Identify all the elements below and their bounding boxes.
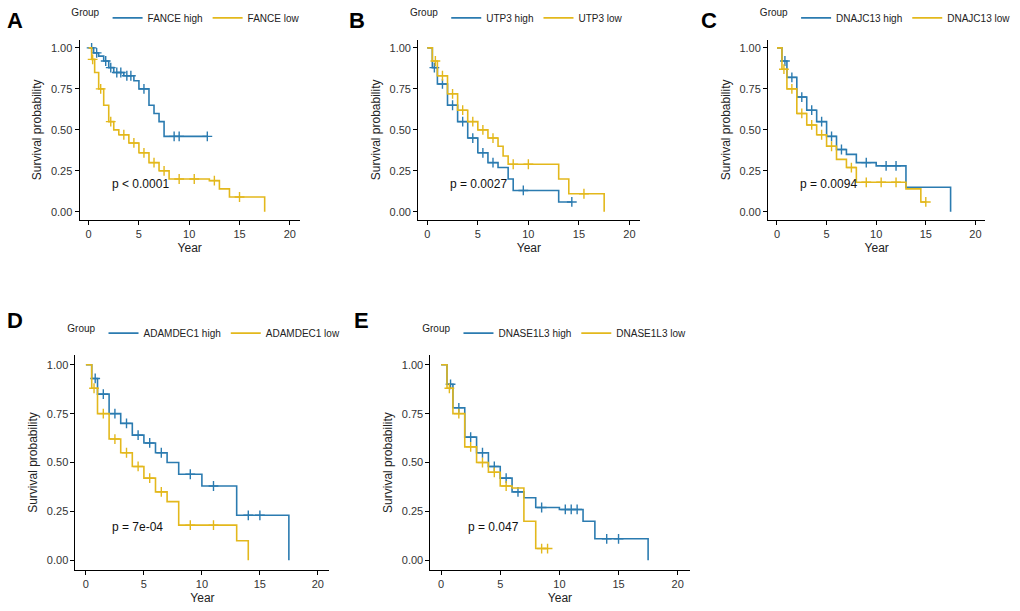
svg-text:0.75: 0.75 [390, 83, 411, 95]
svg-text:Survival probability: Survival probability [30, 79, 44, 180]
svg-text:Group: Group [67, 323, 95, 334]
svg-text:15: 15 [254, 578, 266, 590]
svg-text:1.00: 1.00 [739, 42, 760, 54]
svg-text:0.50: 0.50 [402, 456, 423, 468]
svg-text:0: 0 [424, 228, 430, 240]
svg-text:15: 15 [920, 228, 932, 240]
svg-text:5: 5 [141, 578, 147, 590]
svg-text:1.00: 1.00 [402, 359, 423, 371]
svg-text:A: A [7, 8, 23, 33]
svg-text:5: 5 [475, 228, 481, 240]
svg-text:Group: Group [422, 323, 450, 334]
svg-text:Group: Group [760, 7, 788, 18]
svg-text:FANCE low: FANCE low [248, 13, 300, 24]
svg-text:0.25: 0.25 [47, 505, 68, 517]
svg-text:10: 10 [870, 228, 882, 240]
svg-text:0.00: 0.00 [402, 554, 423, 566]
svg-text:0.00: 0.00 [739, 206, 760, 218]
svg-text:0.00: 0.00 [51, 206, 72, 218]
svg-text:0.75: 0.75 [739, 83, 760, 95]
svg-text:DNAJC13 low: DNAJC13 low [947, 13, 1010, 24]
svg-text:B: B [349, 8, 365, 33]
svg-text:0.25: 0.25 [51, 165, 72, 177]
svg-text:1.00: 1.00 [47, 359, 68, 371]
svg-text:Year: Year [865, 241, 889, 255]
svg-text:Survival probability: Survival probability [719, 79, 733, 180]
svg-text:5: 5 [136, 228, 142, 240]
svg-text:DNASE1L3 high: DNASE1L3 high [498, 328, 571, 339]
svg-text:ADAMDEC1 high: ADAMDEC1 high [144, 328, 221, 339]
svg-text:C: C [701, 8, 717, 33]
svg-text:Year: Year [178, 241, 202, 255]
svg-text:Year: Year [517, 241, 541, 255]
svg-text:p = 0.0094: p = 0.0094 [800, 177, 857, 191]
svg-text:0.00: 0.00 [47, 554, 68, 566]
svg-text:0.75: 0.75 [402, 408, 423, 420]
svg-text:0: 0 [438, 578, 444, 590]
svg-text:Survival probability: Survival probability [26, 412, 40, 513]
svg-text:10: 10 [183, 228, 195, 240]
svg-text:1.00: 1.00 [390, 42, 411, 54]
svg-text:1.00: 1.00 [51, 42, 72, 54]
svg-text:p = 0.0027: p = 0.0027 [450, 177, 507, 191]
svg-text:D: D [7, 308, 23, 333]
svg-text:0.00: 0.00 [390, 206, 411, 218]
svg-text:20: 20 [623, 228, 635, 240]
svg-text:5: 5 [824, 228, 830, 240]
svg-text:DNAJC13 high: DNAJC13 high [836, 13, 902, 24]
svg-text:0: 0 [83, 578, 89, 590]
svg-text:10: 10 [522, 228, 534, 240]
svg-text:0.25: 0.25 [390, 165, 411, 177]
svg-text:0: 0 [86, 228, 92, 240]
svg-text:0.25: 0.25 [402, 505, 423, 517]
svg-text:20: 20 [312, 578, 324, 590]
svg-text:10: 10 [196, 578, 208, 590]
svg-text:Year: Year [190, 591, 214, 605]
svg-text:0.50: 0.50 [739, 124, 760, 136]
svg-text:p = 0.047: p = 0.047 [468, 520, 519, 534]
svg-text:0.50: 0.50 [390, 124, 411, 136]
svg-text:0.75: 0.75 [47, 408, 68, 420]
svg-text:20: 20 [969, 228, 981, 240]
svg-text:UTP3 low: UTP3 low [578, 13, 622, 24]
svg-text:ADAMDEC1 low: ADAMDEC1 low [266, 328, 340, 339]
svg-text:15: 15 [612, 578, 624, 590]
svg-text:p < 0.0001: p < 0.0001 [112, 177, 169, 191]
svg-text:Survival probability: Survival probability [369, 79, 383, 180]
svg-text:Year: Year [548, 591, 572, 605]
svg-text:0: 0 [774, 228, 780, 240]
svg-text:Survival probability: Survival probability [381, 412, 395, 513]
svg-text:5: 5 [497, 578, 503, 590]
svg-text:FANCE high: FANCE high [148, 13, 203, 24]
svg-text:20: 20 [672, 578, 684, 590]
svg-text:0.25: 0.25 [739, 165, 760, 177]
svg-text:UTP3 high: UTP3 high [486, 13, 533, 24]
svg-text:0.50: 0.50 [47, 456, 68, 468]
svg-text:15: 15 [573, 228, 585, 240]
svg-text:15: 15 [233, 228, 245, 240]
svg-text:DNASE1L3 low: DNASE1L3 low [616, 328, 686, 339]
svg-text:E: E [354, 308, 369, 333]
svg-text:0.50: 0.50 [51, 124, 72, 136]
svg-text:10: 10 [553, 578, 565, 590]
svg-text:0.75: 0.75 [51, 83, 72, 95]
svg-text:Group: Group [71, 7, 99, 18]
svg-text:20: 20 [284, 228, 296, 240]
svg-text:p = 7e-04: p = 7e-04 [112, 520, 163, 534]
svg-text:Group: Group [410, 7, 438, 18]
